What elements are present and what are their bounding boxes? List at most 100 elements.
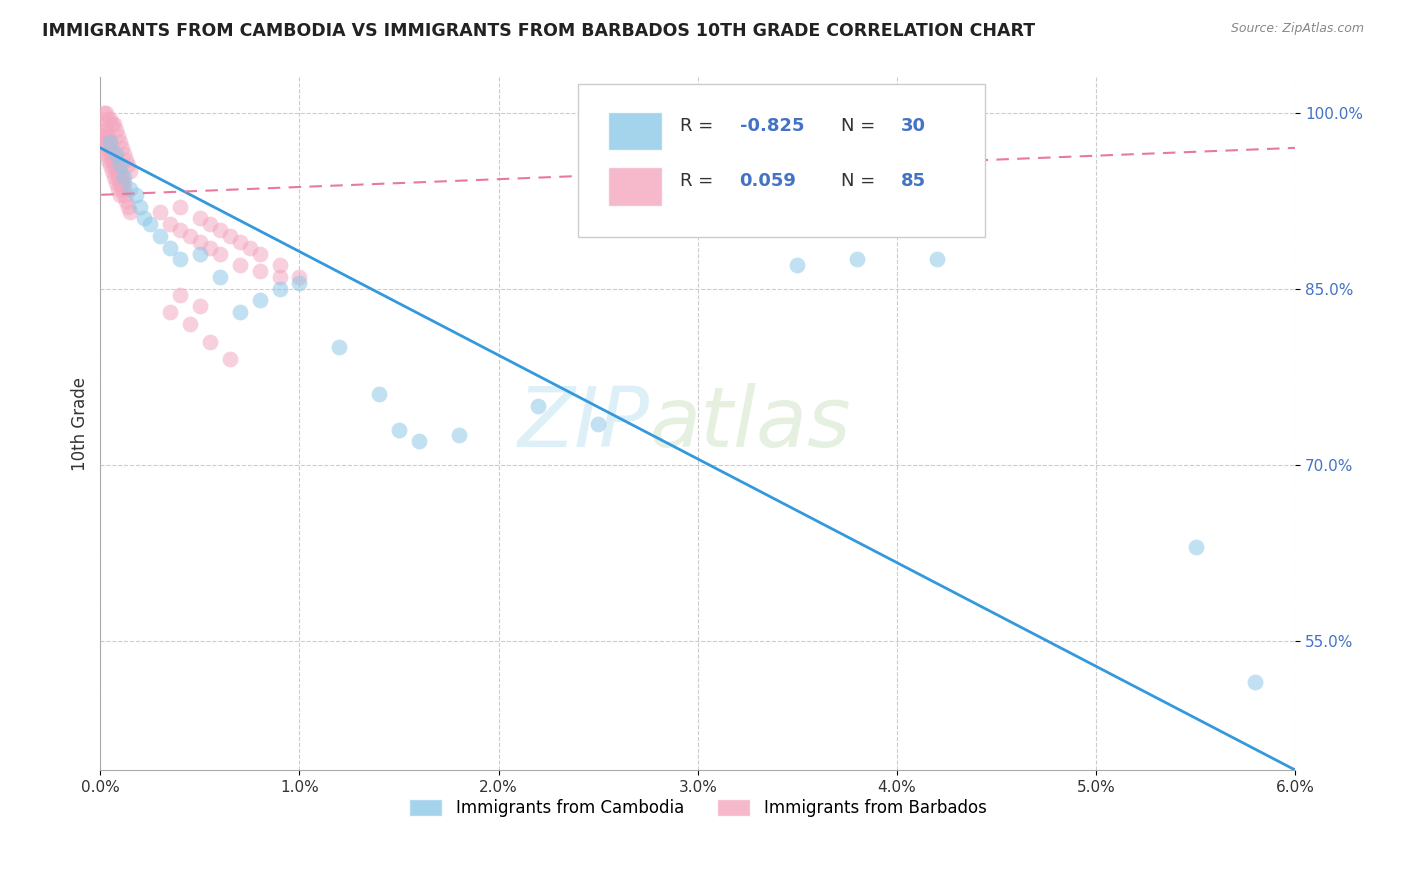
Point	[198, 241, 221, 255]
Point	[1184, 540, 1206, 554]
Point	[93, 129, 115, 144]
Point	[112, 182, 135, 196]
Point	[925, 252, 948, 267]
Text: N =: N =	[841, 117, 876, 135]
Point	[101, 146, 124, 161]
Point	[159, 217, 181, 231]
Point	[120, 164, 142, 178]
Text: 30: 30	[901, 117, 927, 135]
Point	[111, 182, 134, 196]
Y-axis label: 10th Grade: 10th Grade	[72, 376, 89, 471]
Point	[129, 200, 152, 214]
Bar	[609, 168, 662, 205]
Point	[105, 146, 128, 161]
Text: N =: N =	[841, 172, 876, 190]
Point	[169, 287, 191, 301]
Point	[105, 176, 128, 190]
Text: IMMIGRANTS FROM CAMBODIA VS IMMIGRANTS FROM BARBADOS 10TH GRADE CORRELATION CHAR: IMMIGRANTS FROM CAMBODIA VS IMMIGRANTS F…	[42, 22, 1035, 40]
Point	[105, 159, 128, 173]
Point	[103, 159, 125, 173]
Point	[107, 182, 129, 196]
Point	[269, 282, 291, 296]
Point	[115, 194, 138, 208]
Point	[111, 170, 134, 185]
Point	[208, 246, 231, 260]
Point	[786, 258, 808, 272]
Point	[179, 317, 201, 331]
Point	[188, 299, 211, 313]
Point	[96, 135, 118, 149]
Point	[98, 159, 121, 173]
Point	[101, 141, 124, 155]
Point	[586, 417, 609, 431]
Point	[98, 146, 121, 161]
Text: 85: 85	[901, 172, 927, 190]
Point	[408, 434, 430, 449]
Point	[447, 428, 470, 442]
Point	[139, 217, 162, 231]
Point	[208, 223, 231, 237]
Point	[1244, 675, 1267, 690]
Legend: Immigrants from Cambodia, Immigrants from Barbados: Immigrants from Cambodia, Immigrants fro…	[402, 792, 993, 824]
Text: R =: R =	[681, 117, 713, 135]
Text: ZIP: ZIP	[517, 384, 650, 464]
Point	[110, 170, 132, 185]
Point	[198, 217, 221, 231]
Point	[112, 146, 135, 161]
Point	[97, 129, 120, 144]
Point	[105, 164, 128, 178]
Point	[112, 176, 135, 190]
Point	[97, 141, 120, 155]
Point	[188, 235, 211, 249]
Point	[846, 252, 869, 267]
Point	[134, 211, 156, 226]
Point	[111, 141, 134, 155]
Text: atlas: atlas	[650, 384, 852, 464]
Point	[179, 228, 201, 243]
Bar	[609, 112, 662, 150]
Point	[107, 159, 129, 173]
Point	[229, 235, 252, 249]
Point	[208, 270, 231, 285]
Point	[110, 187, 132, 202]
Point	[103, 170, 125, 185]
Point	[98, 112, 121, 126]
Point	[103, 153, 125, 167]
Point	[269, 270, 291, 285]
Point	[110, 135, 132, 149]
Point	[125, 187, 148, 202]
Point	[101, 117, 124, 131]
Point	[188, 211, 211, 226]
Point	[149, 205, 172, 219]
Point	[120, 182, 142, 196]
Point	[105, 123, 128, 137]
Point	[110, 176, 132, 190]
Point	[111, 176, 134, 190]
Point	[93, 123, 115, 137]
Point	[96, 105, 118, 120]
Point	[103, 146, 125, 161]
Point	[105, 153, 128, 167]
Point	[98, 135, 121, 149]
Point	[107, 170, 129, 185]
Point	[188, 246, 211, 260]
Point	[101, 164, 124, 178]
Point	[93, 141, 115, 155]
Point	[288, 270, 311, 285]
Point	[97, 135, 120, 149]
Point	[229, 305, 252, 319]
Point	[249, 264, 271, 278]
Point	[98, 135, 121, 149]
Point	[328, 340, 350, 354]
Point	[117, 200, 139, 214]
Point	[249, 293, 271, 308]
Point	[98, 141, 121, 155]
Point	[97, 112, 120, 126]
Point	[96, 146, 118, 161]
Point	[110, 159, 132, 173]
Point	[527, 399, 550, 413]
Point	[368, 387, 391, 401]
Point	[112, 170, 135, 185]
Point	[249, 246, 271, 260]
Point	[117, 159, 139, 173]
